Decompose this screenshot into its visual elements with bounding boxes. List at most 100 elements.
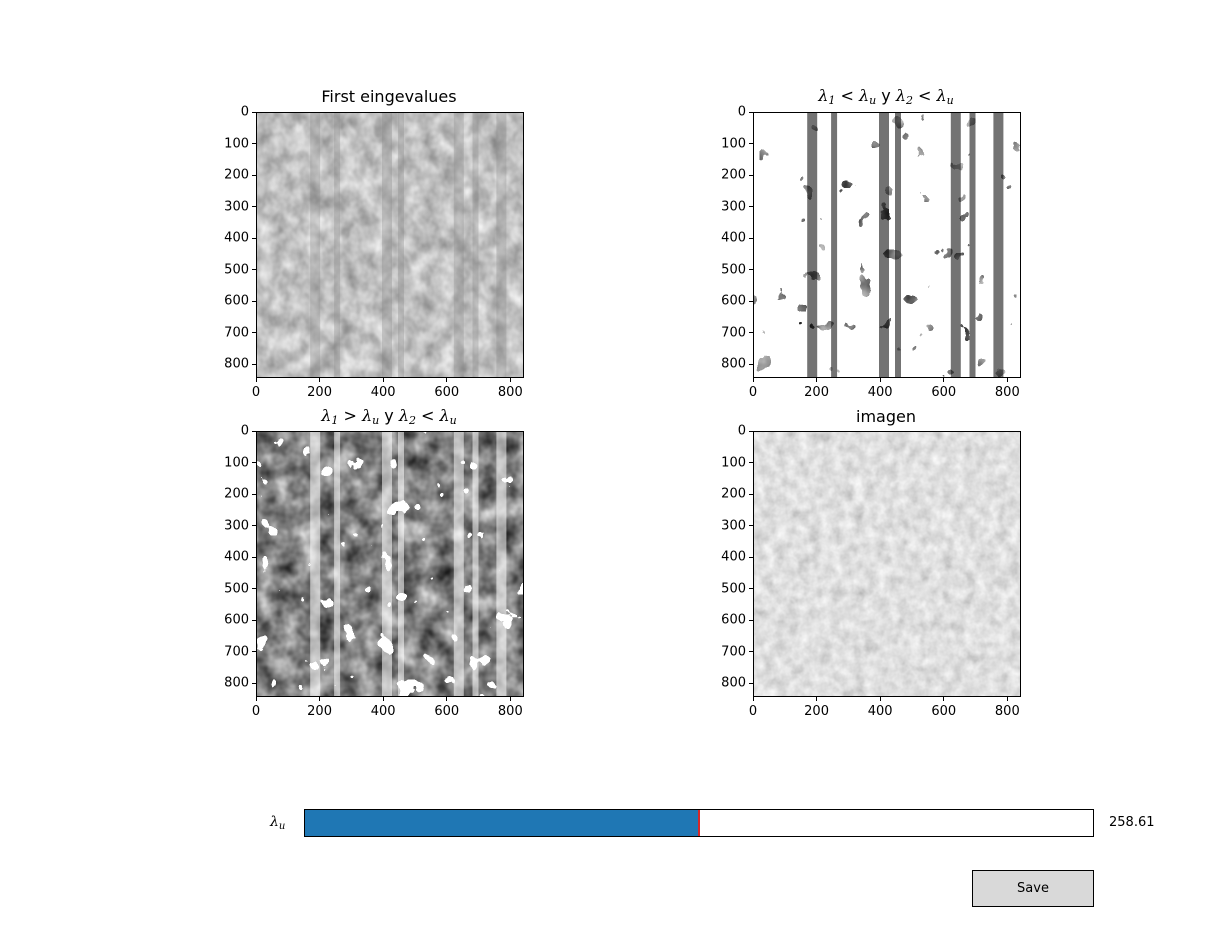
title-subscript: 2	[408, 414, 416, 427]
y-tick-label: 800	[721, 675, 746, 691]
image-axes-lambda-gt-lt[interactable]	[256, 431, 524, 697]
x-tick-mark	[446, 697, 448, 701]
y-tick-label: 500	[721, 581, 746, 597]
title-subscript: u	[946, 94, 954, 107]
panel-title-lambda-lt-lt: λ1 < λu y λ2 < λu	[818, 86, 954, 107]
y-tick-mark	[252, 363, 256, 365]
vertical-streak	[895, 113, 901, 377]
lambda-u-slider[interactable]	[304, 809, 1094, 837]
save-button[interactable]: Save	[972, 870, 1094, 907]
vertical-streak	[993, 113, 1004, 377]
y-tick-label: 300	[721, 199, 746, 215]
x-tick-label: 800	[497, 704, 523, 719]
y-tick-label: 100	[721, 136, 746, 152]
y-tick-mark	[252, 588, 256, 590]
y-tick-label: 0	[737, 423, 746, 439]
x-tick-mark	[1006, 697, 1008, 701]
y-tick-mark	[749, 332, 753, 334]
x-tick-label: 600	[931, 385, 957, 400]
title-lambda-symbol: λ	[439, 406, 450, 425]
y-tick-label: 700	[721, 325, 746, 341]
y-tick-label: 500	[224, 262, 249, 278]
y-tick-label: 700	[224, 325, 249, 341]
y-tick-label: 500	[224, 581, 249, 597]
y-tick-mark	[749, 237, 753, 239]
y-tick-label: 500	[721, 262, 746, 278]
y-tick-mark	[252, 493, 256, 495]
y-tick-mark	[749, 525, 753, 527]
title-text: y	[379, 406, 399, 425]
x-tick-label: 200	[804, 385, 829, 400]
title-subscript: u	[372, 414, 380, 427]
y-tick-label: 600	[721, 293, 746, 309]
y-tick-mark	[749, 588, 753, 590]
x-tick-mark	[879, 697, 881, 701]
y-tick-mark	[252, 462, 256, 464]
y-tick-mark	[252, 651, 256, 653]
image-axes-first-eigenvalues[interactable]	[256, 112, 524, 378]
y-tick-mark	[252, 111, 256, 113]
y-tick-mark	[252, 525, 256, 527]
panel-title-lambda-gt-lt: λ1 > λu y λ2 < λu	[321, 406, 457, 427]
y-tick-label: 800	[721, 356, 746, 372]
y-tick-mark	[749, 300, 753, 302]
y-tick-label: 800	[224, 675, 249, 691]
y-tick-mark	[252, 206, 256, 208]
slider-label: λu	[270, 814, 285, 832]
vertical-streak	[334, 432, 341, 696]
vertical-streak	[382, 113, 392, 377]
slider-value: 258.61	[1109, 815, 1155, 830]
image-axes-lambda-lt-lt[interactable]	[753, 112, 1021, 378]
x-tick-label: 800	[994, 704, 1020, 719]
title-lambda-symbol: λ	[858, 86, 870, 105]
slider-fill	[305, 810, 699, 836]
title-subscript: u	[869, 94, 877, 107]
y-tick-mark	[252, 237, 256, 239]
image-content	[754, 113, 1020, 377]
panel-title-first-eigenvalues: First eingevalues	[321, 87, 457, 106]
x-tick-mark	[943, 697, 945, 701]
y-tick-mark	[749, 556, 753, 558]
vertical-streak	[831, 113, 838, 377]
vertical-streak	[950, 113, 961, 377]
y-tick-label: 600	[224, 612, 249, 628]
title-lambda-symbol: λ	[895, 86, 906, 105]
image-axes-imagen[interactable]	[753, 431, 1021, 697]
y-tick-label: 600	[721, 612, 746, 628]
x-tick-label: 0	[251, 704, 261, 719]
y-tick-mark	[749, 651, 753, 653]
y-tick-mark	[749, 493, 753, 495]
x-tick-label: 0	[251, 385, 261, 400]
x-tick-mark	[255, 697, 257, 701]
x-tick-mark	[752, 697, 754, 701]
panel-title-imagen: imagen	[856, 407, 916, 426]
x-tick-label: 400	[370, 385, 396, 400]
y-tick-label: 400	[224, 230, 249, 246]
title-subscript: 1	[331, 414, 339, 427]
x-tick-mark	[879, 378, 881, 382]
x-tick-mark	[382, 378, 384, 382]
slider-handle[interactable]	[698, 810, 700, 836]
x-tick-mark	[509, 378, 511, 382]
y-tick-label: 800	[224, 356, 249, 372]
y-tick-mark	[749, 430, 753, 432]
x-tick-mark	[319, 378, 321, 382]
y-tick-mark	[749, 206, 753, 208]
y-tick-label: 300	[224, 518, 249, 534]
y-tick-label: 200	[224, 486, 249, 502]
y-tick-label: 400	[721, 230, 746, 246]
vertical-streak	[453, 113, 464, 377]
y-tick-mark	[252, 682, 256, 684]
y-tick-mark	[749, 143, 753, 145]
y-tick-mark	[749, 619, 753, 621]
x-tick-label: 800	[994, 385, 1020, 400]
title-lambda-symbol: λ	[398, 406, 409, 425]
vertical-streak	[969, 113, 976, 377]
x-tick-mark	[382, 697, 384, 701]
title-subscript: 2	[905, 94, 913, 107]
x-tick-label: 200	[804, 704, 829, 719]
x-tick-label: 400	[370, 704, 396, 719]
image-content	[257, 113, 523, 377]
vertical-streak	[398, 113, 404, 377]
slider-label-symbol: λ	[270, 814, 279, 830]
